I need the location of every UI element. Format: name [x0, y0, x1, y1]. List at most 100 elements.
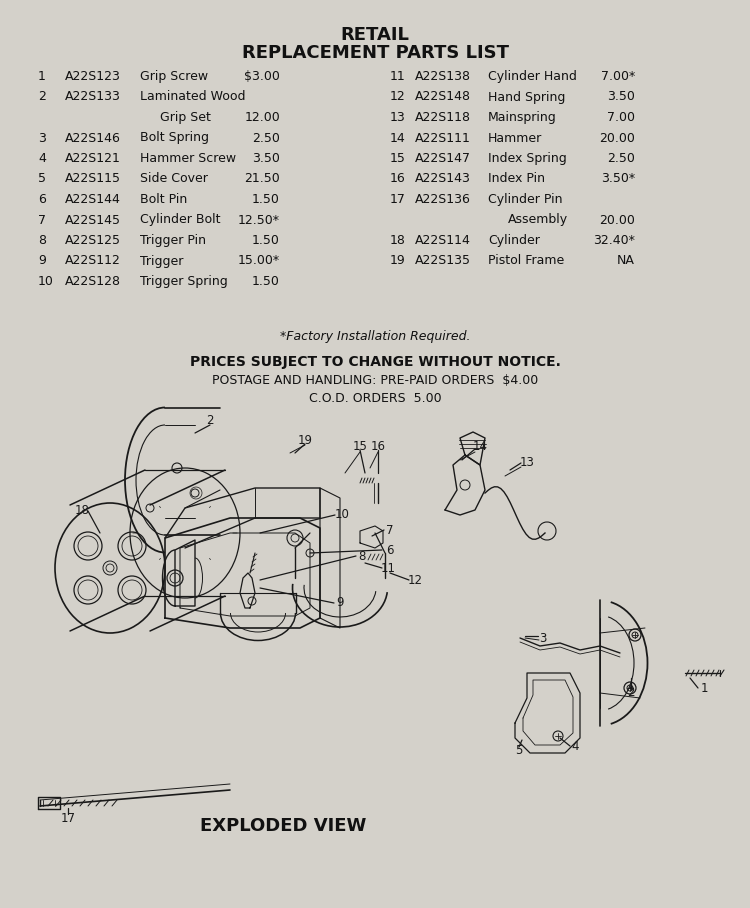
Text: 18: 18 — [74, 505, 89, 518]
Text: NA: NA — [617, 254, 635, 268]
Text: 5: 5 — [38, 173, 46, 185]
Text: Trigger: Trigger — [140, 254, 183, 268]
Text: 8: 8 — [358, 549, 366, 562]
Text: 17: 17 — [390, 193, 406, 206]
Text: A22S148: A22S148 — [415, 91, 471, 104]
Text: Bolt Spring: Bolt Spring — [140, 132, 209, 144]
Text: 11: 11 — [380, 561, 395, 575]
Text: 6: 6 — [38, 193, 46, 206]
Text: A22S125: A22S125 — [65, 234, 121, 247]
Text: 7: 7 — [38, 213, 46, 226]
Text: 2.50: 2.50 — [252, 132, 280, 144]
Text: 14: 14 — [390, 132, 406, 144]
Text: EXPLODED VIEW: EXPLODED VIEW — [200, 817, 366, 835]
Text: A22S111: A22S111 — [415, 132, 471, 144]
Text: A22S112: A22S112 — [65, 254, 121, 268]
Text: A22S136: A22S136 — [415, 193, 471, 206]
Text: 2.50: 2.50 — [608, 152, 635, 165]
Text: 16: 16 — [390, 173, 406, 185]
Text: 4: 4 — [572, 739, 579, 753]
Text: Trigger Spring: Trigger Spring — [140, 275, 228, 288]
Text: 3.50: 3.50 — [608, 91, 635, 104]
Text: PRICES SUBJECT TO CHANGE WITHOUT NOTICE.: PRICES SUBJECT TO CHANGE WITHOUT NOTICE. — [190, 355, 560, 369]
Text: 11: 11 — [390, 70, 406, 83]
Text: 15: 15 — [352, 439, 368, 452]
Text: 19: 19 — [390, 254, 406, 268]
Text: 12: 12 — [407, 574, 422, 587]
Text: 1.50: 1.50 — [252, 275, 280, 288]
Text: 7: 7 — [386, 524, 394, 537]
Text: 1.50: 1.50 — [252, 234, 280, 247]
Text: $3.00: $3.00 — [244, 70, 280, 83]
Text: Hand Spring: Hand Spring — [488, 91, 566, 104]
Text: 1.50: 1.50 — [252, 193, 280, 206]
Text: 7.00*: 7.00* — [601, 70, 635, 83]
Text: Mainspring: Mainspring — [488, 111, 556, 124]
Text: 2: 2 — [38, 91, 46, 104]
Text: 3: 3 — [539, 631, 547, 645]
Text: 12: 12 — [390, 91, 406, 104]
Text: Cylinder Bolt: Cylinder Bolt — [140, 213, 220, 226]
Text: Side Cover: Side Cover — [140, 173, 208, 185]
Text: 12.00: 12.00 — [244, 111, 280, 124]
Text: Grip Set: Grip Set — [160, 111, 211, 124]
Text: 17: 17 — [61, 812, 76, 824]
Text: RETAIL: RETAIL — [340, 26, 410, 44]
Text: 9: 9 — [336, 597, 344, 609]
Text: 12.50*: 12.50* — [238, 213, 280, 226]
Text: 3: 3 — [38, 132, 46, 144]
Text: 13: 13 — [390, 111, 406, 124]
Text: A22S147: A22S147 — [415, 152, 471, 165]
Text: A22S133: A22S133 — [65, 91, 121, 104]
Text: Hammer Screw: Hammer Screw — [140, 152, 236, 165]
Text: 4: 4 — [38, 152, 46, 165]
Text: A22S135: A22S135 — [415, 254, 471, 268]
Text: Index Pin: Index Pin — [488, 173, 545, 185]
Text: A22S121: A22S121 — [65, 152, 121, 165]
Text: A22S145: A22S145 — [65, 213, 121, 226]
Text: Cylinder: Cylinder — [488, 234, 540, 247]
Text: POSTAGE AND HANDLING: PRE-PAID ORDERS  $4.00: POSTAGE AND HANDLING: PRE-PAID ORDERS $4… — [211, 374, 538, 387]
Text: 16: 16 — [370, 439, 386, 452]
Text: Trigger Pin: Trigger Pin — [140, 234, 206, 247]
Text: *Factory Installation Required.: *Factory Installation Required. — [280, 330, 470, 343]
Text: 15: 15 — [390, 152, 406, 165]
Text: 14: 14 — [472, 439, 488, 452]
Text: 6: 6 — [386, 544, 394, 557]
Text: A22S114: A22S114 — [415, 234, 471, 247]
Text: Grip Screw: Grip Screw — [140, 70, 208, 83]
Text: 2: 2 — [627, 686, 634, 699]
Text: 3.50*: 3.50* — [601, 173, 635, 185]
Text: Index Spring: Index Spring — [488, 152, 567, 165]
Text: Cylinder Pin: Cylinder Pin — [488, 193, 562, 206]
Text: 10: 10 — [334, 508, 350, 521]
Text: 2: 2 — [206, 414, 214, 428]
Text: 9: 9 — [38, 254, 46, 268]
Text: A22S115: A22S115 — [65, 173, 121, 185]
Text: Laminated Wood: Laminated Wood — [140, 91, 245, 104]
Text: 8: 8 — [38, 234, 46, 247]
Text: Cylinder Hand: Cylinder Hand — [488, 70, 577, 83]
Text: 10: 10 — [38, 275, 54, 288]
Text: 15.00*: 15.00* — [238, 254, 280, 268]
Text: 7.00: 7.00 — [607, 111, 635, 124]
Text: 5: 5 — [515, 745, 523, 757]
Text: 21.50: 21.50 — [244, 173, 280, 185]
Text: A22S138: A22S138 — [415, 70, 471, 83]
Text: Pistol Frame: Pistol Frame — [488, 254, 564, 268]
Text: 19: 19 — [298, 433, 313, 447]
Text: C.O.D. ORDERS  5.00: C.O.D. ORDERS 5.00 — [309, 392, 441, 405]
Text: 20.00: 20.00 — [599, 132, 635, 144]
Text: 20.00: 20.00 — [599, 213, 635, 226]
Text: Assembly: Assembly — [508, 213, 568, 226]
Text: A22S123: A22S123 — [65, 70, 121, 83]
Text: A22S143: A22S143 — [415, 173, 471, 185]
Text: 1: 1 — [38, 70, 46, 83]
Text: A22S118: A22S118 — [415, 111, 471, 124]
Text: 3.50: 3.50 — [252, 152, 280, 165]
Text: Hammer: Hammer — [488, 132, 542, 144]
Text: 1: 1 — [700, 682, 708, 695]
Text: 32.40*: 32.40* — [593, 234, 635, 247]
Text: REPLACEMENT PARTS LIST: REPLACEMENT PARTS LIST — [242, 44, 509, 62]
Text: A22S128: A22S128 — [65, 275, 121, 288]
